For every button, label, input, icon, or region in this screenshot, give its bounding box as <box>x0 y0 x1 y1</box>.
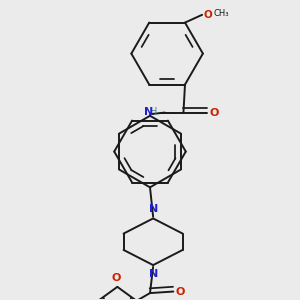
Text: O: O <box>112 272 121 283</box>
Text: N: N <box>144 107 154 117</box>
Text: O: O <box>209 107 219 118</box>
Text: N: N <box>149 204 158 214</box>
Text: O: O <box>176 286 185 296</box>
Text: N: N <box>149 269 158 279</box>
Text: O: O <box>203 10 212 20</box>
Text: H: H <box>150 107 157 117</box>
Text: CH₃: CH₃ <box>214 9 230 18</box>
